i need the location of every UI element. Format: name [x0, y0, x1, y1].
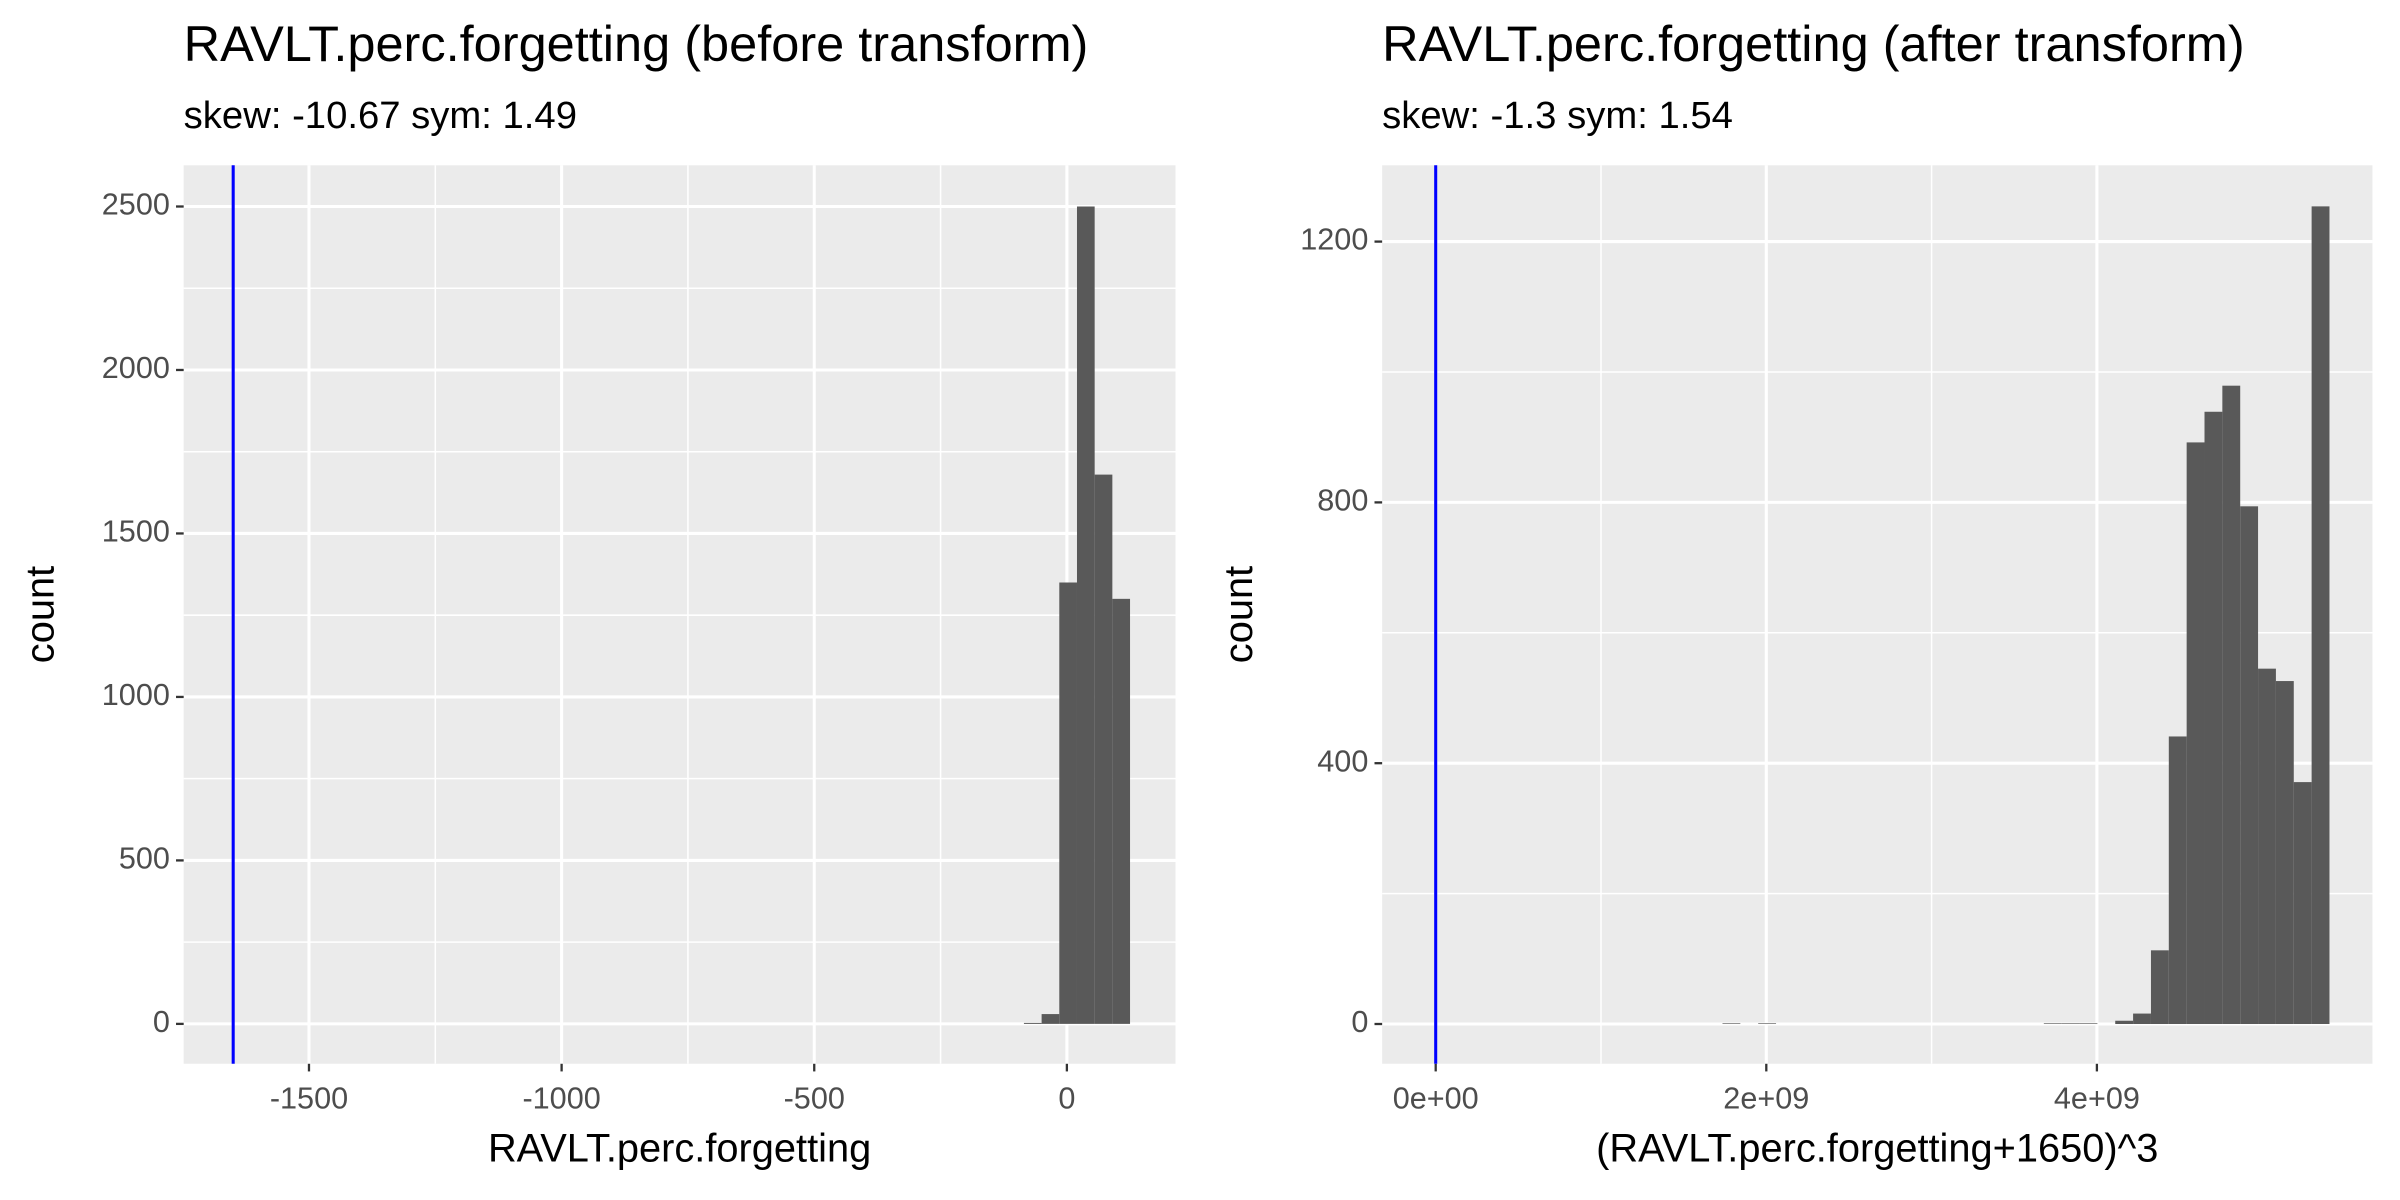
chart-title: RAVLT.perc.forgetting (after transform)	[1382, 15, 2245, 72]
bar	[2079, 1023, 2098, 1025]
x-tick-label: 0e+00	[1393, 1082, 1479, 1116]
bar	[2293, 782, 2312, 1025]
bar	[2204, 411, 2223, 1025]
bar	[1023, 1022, 1042, 1024]
bar	[1059, 582, 1077, 1024]
bar	[1094, 474, 1113, 1024]
bar	[2311, 206, 2330, 1025]
y-axis-title: count	[18, 566, 62, 663]
y-tick-label: 400	[1317, 744, 1368, 778]
chart-panel: RAVLT.perc.forgetting (before transform)…	[18, 15, 1176, 1171]
x-tick-label: -1000	[522, 1082, 600, 1116]
x-axis-title: (RAVLT.perc.forgetting+1650)^3	[1596, 1127, 2158, 1171]
y-tick-label: 1200	[1300, 223, 1368, 257]
bar	[2240, 506, 2259, 1025]
bar	[2168, 736, 2187, 1025]
chart-title: RAVLT.perc.forgetting (before transform)	[184, 15, 1089, 72]
bar	[2043, 1023, 2062, 1025]
y-tick-label: 1000	[102, 678, 170, 712]
bar	[2061, 1023, 2080, 1025]
bar	[1041, 1014, 1060, 1024]
bar	[1112, 598, 1131, 1024]
y-tick-label: 2500	[102, 188, 170, 222]
x-axis-title: RAVLT.perc.forgetting	[488, 1127, 871, 1171]
y-tick-label: 1500	[102, 515, 170, 549]
y-tick-label: 2000	[102, 351, 170, 385]
x-tick-label: 2e+09	[1723, 1082, 1809, 1116]
bar	[2186, 442, 2205, 1025]
chart-subtitle: skew: -1.3 sym: 1.54	[1382, 94, 1733, 137]
bar	[2115, 1020, 2134, 1025]
bar	[2133, 1013, 2151, 1025]
y-tick-label: 500	[119, 842, 170, 876]
y-axis-title: count	[1217, 566, 1261, 663]
y-tick-label: 0	[1351, 1005, 1368, 1039]
bar	[2222, 385, 2241, 1025]
y-tick-label: 0	[153, 1005, 170, 1039]
chart-panel: RAVLT.perc.forgetting (after transform) s…	[1217, 15, 2373, 1171]
x-tick-label: -1500	[270, 1082, 348, 1116]
x-tick-label: -500	[784, 1082, 845, 1116]
y-tick-label: 800	[1317, 483, 1368, 517]
bar	[2150, 950, 2169, 1025]
bar	[1722, 1023, 1741, 1025]
bar	[1758, 1023, 1777, 1025]
bar	[1076, 206, 1095, 1024]
bar	[2275, 681, 2294, 1025]
chart-subtitle: skew: -10.67 sym: 1.49	[184, 94, 577, 137]
bar	[2258, 668, 2276, 1025]
x-tick-label: 4e+09	[2054, 1082, 2140, 1116]
x-tick-label: 0	[1058, 1082, 1075, 1116]
